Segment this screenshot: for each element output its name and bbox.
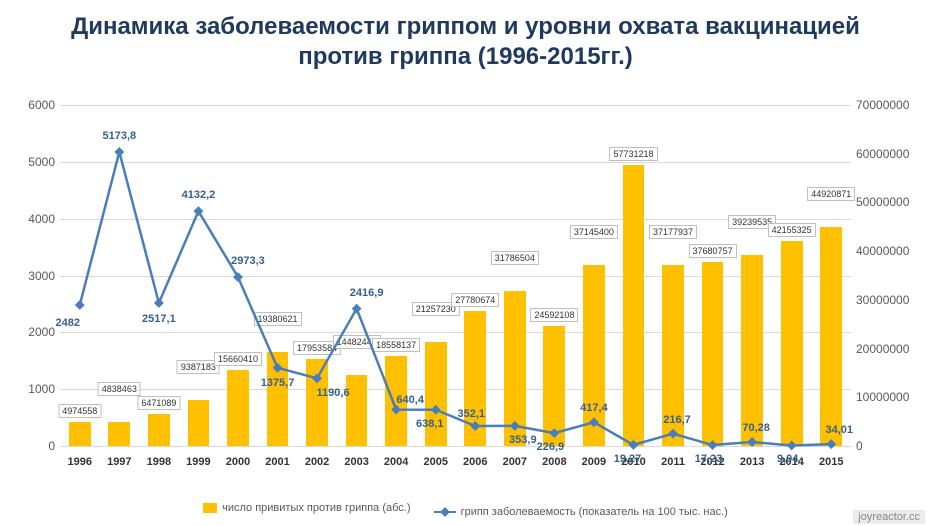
line-value-label: 5173,8 [102,130,136,142]
line-marker [154,298,164,308]
line-marker [629,440,639,450]
line-value-label: 2973,3 [231,255,265,267]
y-left-tick: 0 [5,439,55,453]
line-marker [668,429,678,439]
line-value-label: 2517,1 [142,313,176,325]
line-value-label: 9,04 [777,453,798,465]
y-right-tick: 20000000 [856,342,931,356]
line-marker [708,440,718,450]
line-marker [787,441,797,451]
x-tick-label: 2002 [305,456,329,468]
line-value-label: 34,01 [825,424,853,436]
x-tick-label: 1996 [68,456,92,468]
x-tick-label: 2006 [463,456,487,468]
x-tick-label: 2000 [226,456,250,468]
legend-item-bars: число привитых против гриппа (абс.) [203,502,410,514]
legend-swatch-bar [203,503,217,513]
y-right-tick: 0 [856,439,931,453]
y-left-tick: 6000 [5,98,55,112]
x-tick-label: 2003 [344,456,368,468]
legend-swatch-line [434,511,456,513]
y-right-tick: 50000000 [856,195,931,209]
line-marker [826,439,836,449]
y-right-tick: 30000000 [856,293,931,307]
legend-label-line: грипп заболеваемость (показатель на 100 … [461,506,728,518]
x-tick-label: 2007 [503,456,527,468]
x-tick-label: 2015 [819,456,843,468]
line-marker [747,437,757,447]
line-value-label: 417,4 [580,402,608,414]
legend-label-bars: число привитых против гриппа (абс.) [222,502,410,514]
x-tick-label: 2001 [265,456,289,468]
x-tick-label: 1997 [107,456,131,468]
line-value-label: 640,4 [396,394,424,406]
x-tick-label: 2013 [740,456,764,468]
line-value-label: 216,7 [663,414,691,426]
y-left-tick: 3000 [5,269,55,283]
line-value-label: 19,27 [614,453,642,465]
line-marker [549,428,559,438]
y-right-tick: 10000000 [856,390,931,404]
line-marker [510,421,520,431]
line-value-label: 17,23 [695,453,723,465]
y-left-tick: 1000 [5,382,55,396]
y-left-tick: 5000 [5,155,55,169]
line-value-label: 353,9 [509,434,537,446]
line-marker [470,421,480,431]
line-value-label: 226,9 [537,441,565,453]
watermark: joyreactor.cc [853,510,925,524]
x-tick-label: 2008 [542,456,566,468]
line-marker [273,363,283,373]
line-marker [352,304,362,314]
y-right-tick: 40000000 [856,244,931,258]
x-tick-label: 1998 [147,456,171,468]
line-marker [391,405,401,415]
legend-item-line: грипп заболеваемость (показатель на 100 … [434,506,728,518]
line-marker [114,147,124,157]
chart-title: Динамика заболеваемости гриппом и уровни… [0,0,931,72]
line-marker [75,300,85,310]
line-value-label: 2416,9 [350,287,384,299]
line-marker [312,373,322,383]
y-left-tick: 2000 [5,325,55,339]
plot-region: 0100020003000400050006000010000000200000… [60,105,851,446]
x-tick-label: 2004 [384,456,408,468]
x-tick-label: 2005 [423,456,447,468]
chart-area: 0100020003000400050006000010000000200000… [60,105,851,446]
line-marker [589,417,599,427]
legend: число привитых против гриппа (абс.) грип… [0,502,931,518]
x-tick-label: 1999 [186,456,210,468]
line-value-label: 4132,2 [182,189,216,201]
y-left-tick: 4000 [5,212,55,226]
y-right-tick: 60000000 [856,147,931,161]
line-value-label: 1375,7 [261,377,295,389]
line-value-label: 70,28 [742,422,770,434]
line-value-label: 352,1 [458,408,486,420]
line-value-label: 1190,6 [317,387,350,399]
line-value-label: 2482 [56,317,80,329]
y-right-tick: 70000000 [856,98,931,112]
line-series [60,105,851,446]
gridline [60,446,851,447]
x-tick-label: 2009 [582,456,606,468]
line-value-label: 638,1 [416,418,444,430]
x-tick-label: 2011 [661,456,685,468]
line-marker [431,405,441,415]
